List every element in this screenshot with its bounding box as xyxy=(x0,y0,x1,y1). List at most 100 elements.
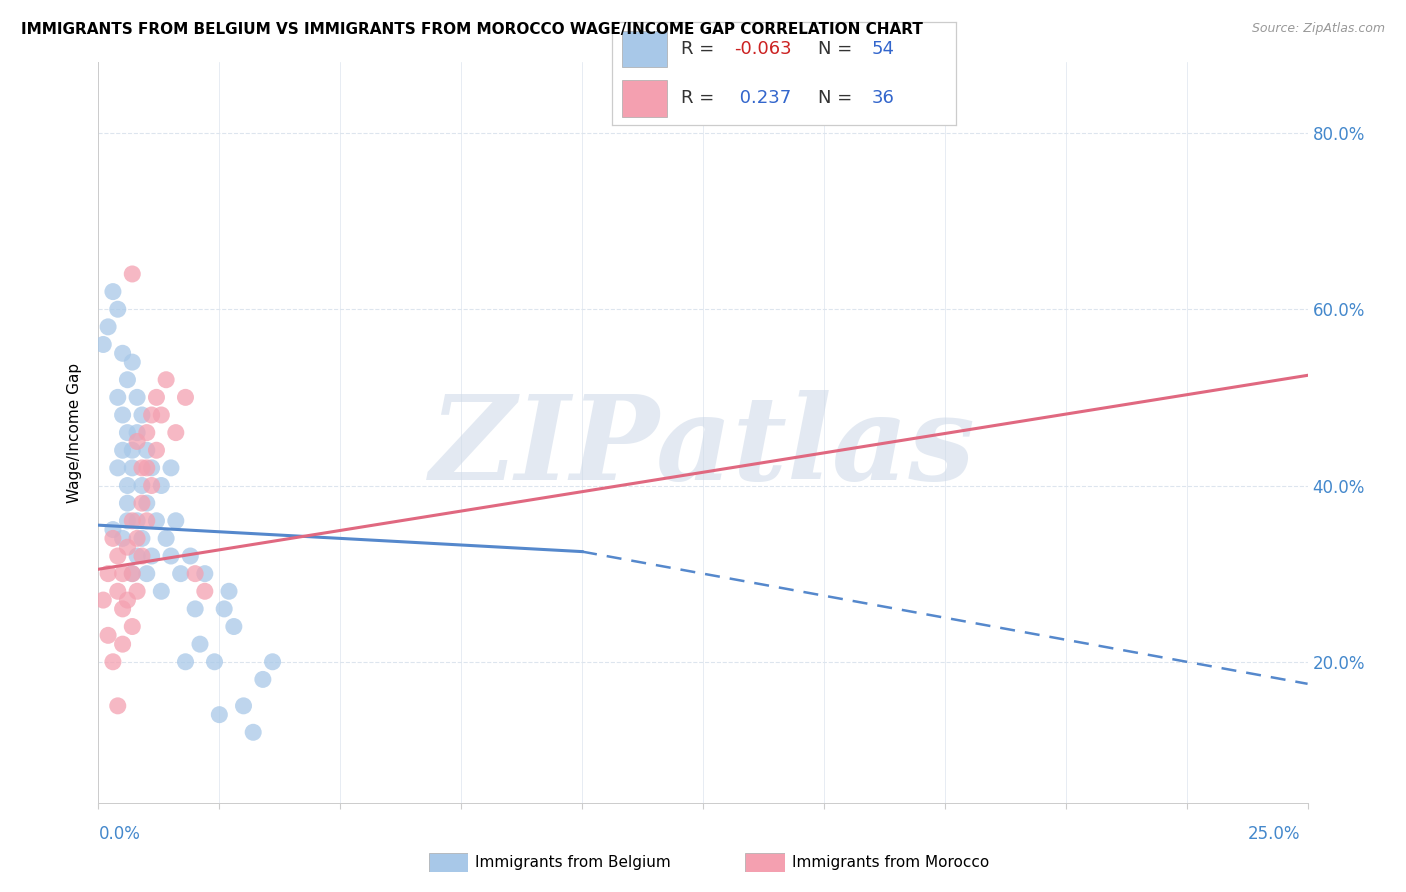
Point xyxy=(165,425,187,440)
Text: 0.0%: 0.0% xyxy=(98,825,141,843)
Point xyxy=(242,725,264,739)
Point xyxy=(222,619,245,633)
Point xyxy=(111,408,134,422)
Point xyxy=(121,443,143,458)
Point xyxy=(117,540,139,554)
Point xyxy=(91,593,114,607)
Point xyxy=(127,434,149,449)
FancyBboxPatch shape xyxy=(621,79,666,117)
Text: R =: R = xyxy=(681,40,720,58)
Text: R =: R = xyxy=(681,89,720,107)
Text: -0.063: -0.063 xyxy=(734,40,792,58)
Point xyxy=(121,566,143,581)
Point xyxy=(111,637,134,651)
Point xyxy=(155,532,177,546)
Point xyxy=(141,408,163,422)
Point xyxy=(107,390,129,404)
Point xyxy=(117,373,139,387)
Point xyxy=(111,443,134,458)
Point xyxy=(204,655,226,669)
Point xyxy=(179,549,201,563)
Point xyxy=(208,707,231,722)
Text: Source: ZipAtlas.com: Source: ZipAtlas.com xyxy=(1251,22,1385,36)
Text: IMMIGRANTS FROM BELGIUM VS IMMIGRANTS FROM MOROCCO WAGE/INCOME GAP CORRELATION C: IMMIGRANTS FROM BELGIUM VS IMMIGRANTS FR… xyxy=(21,22,922,37)
Point xyxy=(121,566,143,581)
Point xyxy=(141,478,163,492)
Text: N =: N = xyxy=(818,40,858,58)
Point xyxy=(127,390,149,404)
Point xyxy=(232,698,254,713)
Point xyxy=(117,514,139,528)
Point xyxy=(184,566,207,581)
Point xyxy=(121,267,143,281)
Point xyxy=(127,532,149,546)
Point xyxy=(121,355,143,369)
Point xyxy=(194,566,217,581)
Point xyxy=(262,655,284,669)
Point xyxy=(117,593,139,607)
Point xyxy=(117,478,139,492)
Point xyxy=(135,566,157,581)
Point xyxy=(160,549,183,563)
Point xyxy=(107,302,129,317)
Text: N =: N = xyxy=(818,89,858,107)
Point xyxy=(131,461,153,475)
Point xyxy=(131,532,153,546)
Point xyxy=(91,337,114,351)
FancyBboxPatch shape xyxy=(621,30,666,68)
Point xyxy=(107,584,129,599)
Point xyxy=(121,461,143,475)
Point xyxy=(150,408,173,422)
Text: 36: 36 xyxy=(872,89,894,107)
Point xyxy=(101,532,124,546)
Point xyxy=(145,514,167,528)
Point xyxy=(101,285,124,299)
Point xyxy=(174,390,197,404)
Text: 0.237: 0.237 xyxy=(734,89,792,107)
Point xyxy=(194,584,217,599)
Point xyxy=(145,443,167,458)
Point xyxy=(131,549,153,563)
Point xyxy=(101,523,124,537)
Point xyxy=(188,637,211,651)
Point xyxy=(127,514,149,528)
Point xyxy=(101,655,124,669)
Point xyxy=(97,628,120,642)
Point xyxy=(111,532,134,546)
Point xyxy=(97,319,120,334)
Text: Immigrants from Morocco: Immigrants from Morocco xyxy=(792,855,988,870)
Point xyxy=(160,461,183,475)
Point xyxy=(150,478,173,492)
Point xyxy=(252,673,274,687)
Point xyxy=(165,514,187,528)
Point xyxy=(135,461,157,475)
Point xyxy=(111,602,134,616)
Point xyxy=(150,584,173,599)
Text: 54: 54 xyxy=(872,40,894,58)
Point xyxy=(184,602,207,616)
Point xyxy=(174,655,197,669)
Point xyxy=(127,584,149,599)
Point xyxy=(121,514,143,528)
Point xyxy=(131,408,153,422)
Point xyxy=(218,584,240,599)
Point xyxy=(107,549,129,563)
Point xyxy=(107,698,129,713)
Point xyxy=(121,619,143,633)
Point xyxy=(117,496,139,510)
Text: Immigrants from Belgium: Immigrants from Belgium xyxy=(475,855,671,870)
Point xyxy=(135,496,157,510)
Point xyxy=(127,549,149,563)
Text: 25.0%: 25.0% xyxy=(1249,825,1301,843)
Point xyxy=(212,602,235,616)
Point xyxy=(111,566,134,581)
Point xyxy=(131,478,153,492)
Point xyxy=(145,390,167,404)
Y-axis label: Wage/Income Gap: Wage/Income Gap xyxy=(67,362,83,503)
Point xyxy=(169,566,191,581)
Point xyxy=(135,514,157,528)
Point xyxy=(141,549,163,563)
Point xyxy=(117,425,139,440)
Point xyxy=(131,496,153,510)
Point xyxy=(155,373,177,387)
